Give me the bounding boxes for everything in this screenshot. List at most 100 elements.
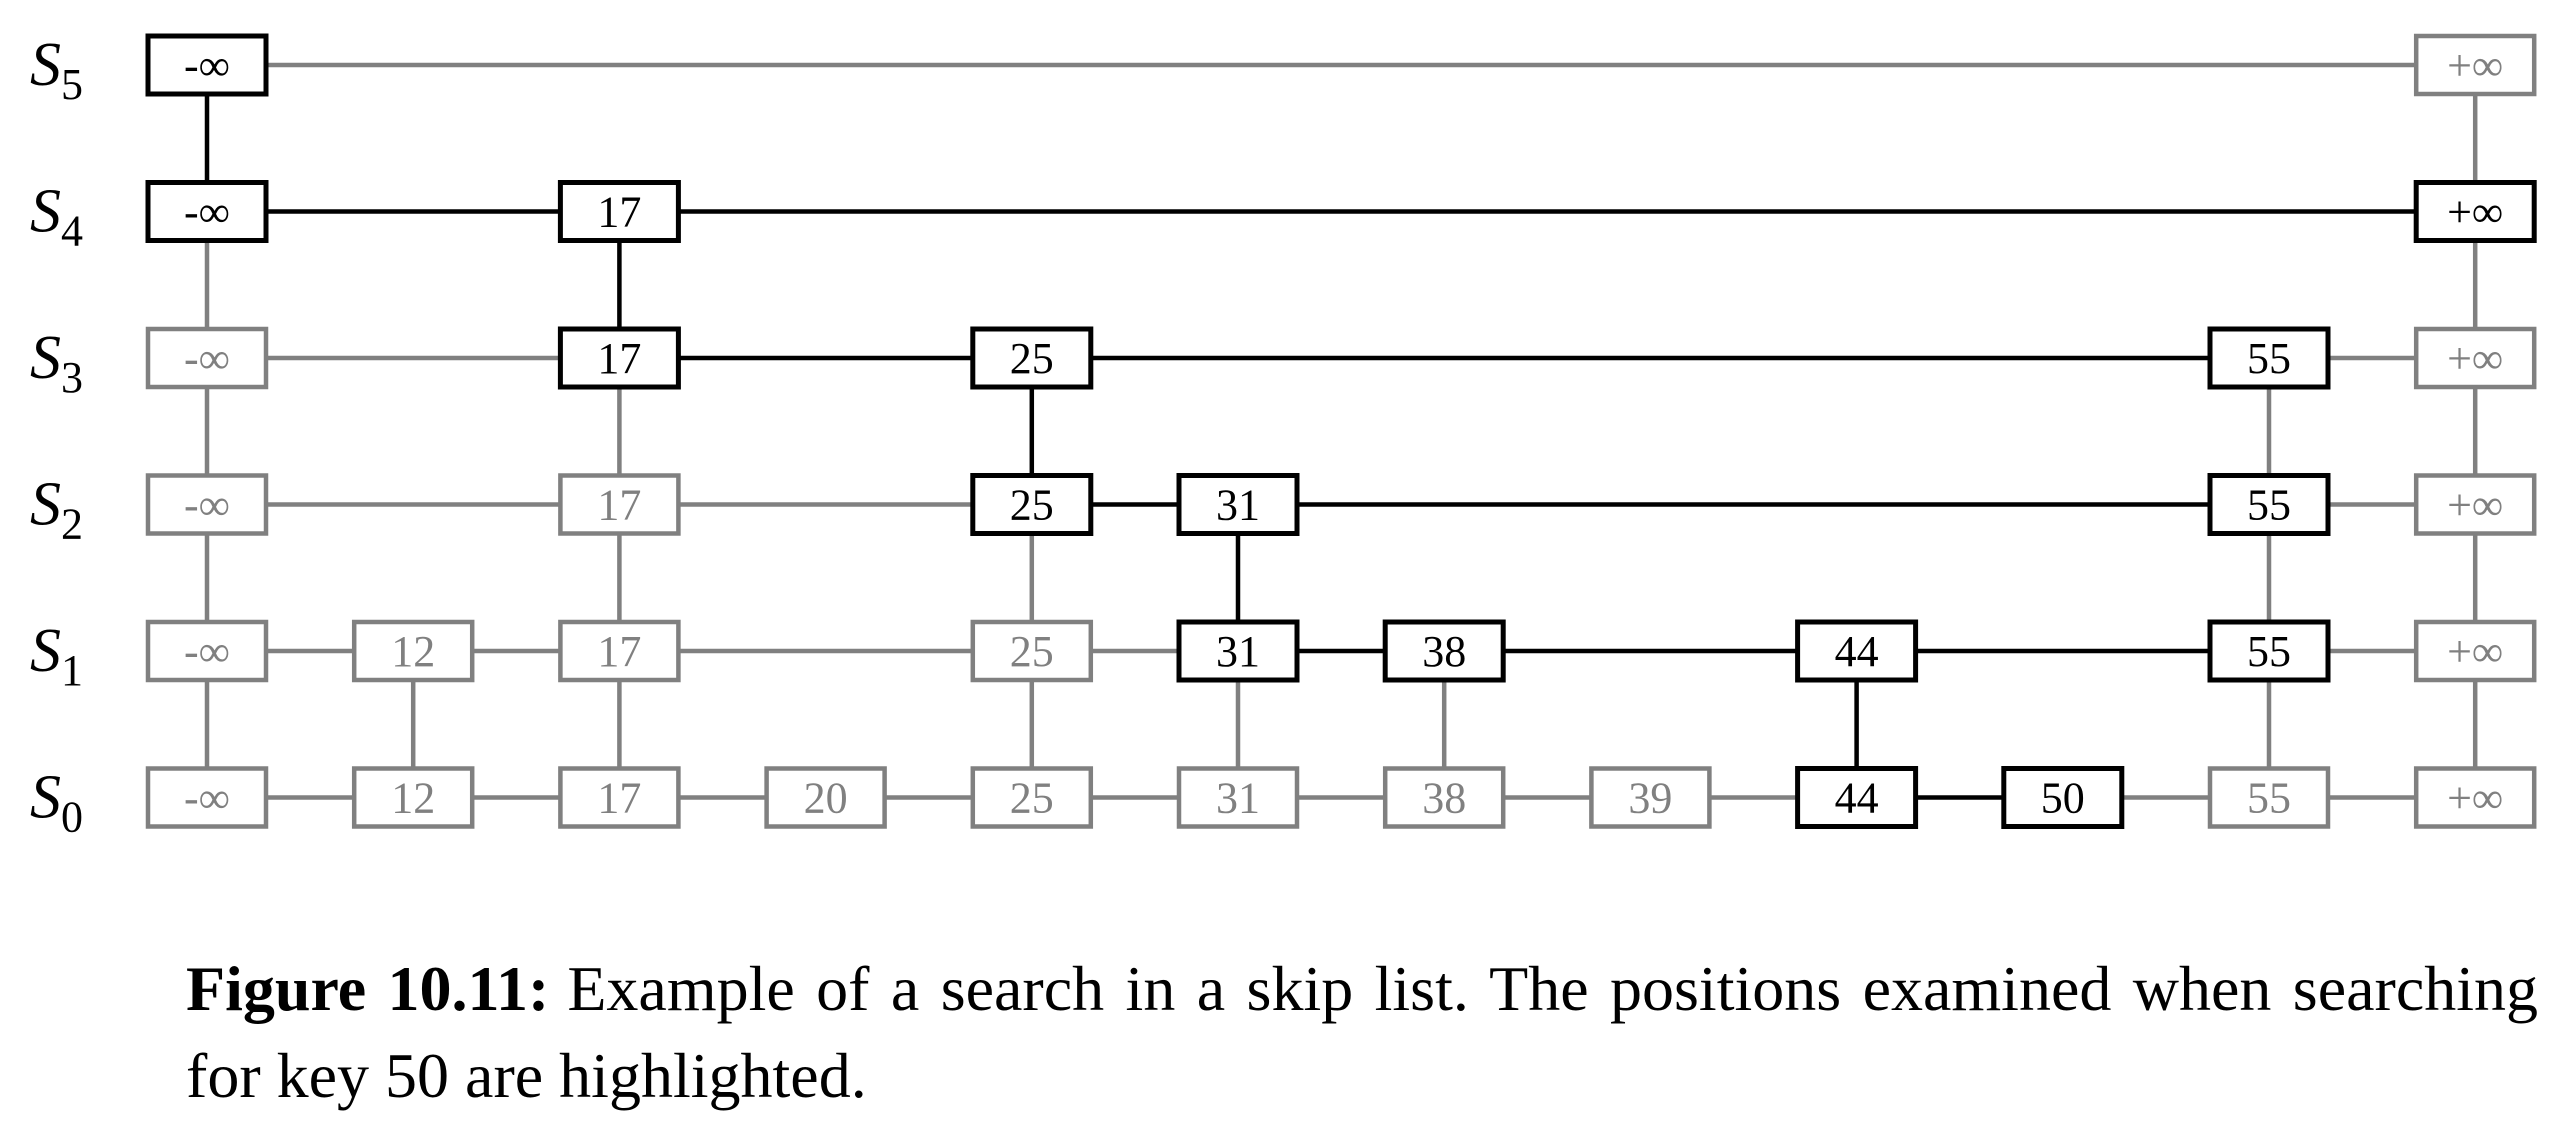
node-key: +∞ bbox=[2447, 774, 2503, 823]
node-box bbox=[2413, 619, 2537, 683]
node-box bbox=[764, 766, 887, 829]
node-key: 38 bbox=[1422, 627, 1466, 676]
node-s0-col1: 12 bbox=[351, 766, 475, 829]
node-s0-col2: 17 bbox=[558, 766, 681, 829]
node-key: 25 bbox=[1010, 481, 1054, 530]
node-s1-col2: 17 bbox=[558, 619, 681, 683]
node-key: 55 bbox=[2247, 774, 2291, 823]
level-label-s4: S4 bbox=[30, 178, 83, 256]
node-key: 12 bbox=[391, 774, 435, 823]
node-s4-col11-highlighted: +∞ bbox=[2413, 180, 2537, 243]
level-label-s0: S0 bbox=[30, 764, 83, 842]
figure-caption: Figure 10.11: Example of a search in a sk… bbox=[186, 945, 2538, 1119]
node-key: -∞ bbox=[184, 481, 230, 530]
node-s2-col2: 17 bbox=[558, 473, 681, 536]
level-label-subscript: 2 bbox=[61, 500, 83, 549]
node-s3-col11: +∞ bbox=[2413, 326, 2537, 390]
node-key: 17 bbox=[597, 774, 641, 823]
caption-text: Example of a search in a skip list. The … bbox=[186, 953, 2539, 1111]
node-box bbox=[558, 619, 681, 683]
node-box bbox=[145, 473, 269, 536]
node-s2-col5-highlighted: 31 bbox=[1176, 473, 1300, 536]
node-key: 12 bbox=[391, 627, 435, 676]
node-box bbox=[2207, 326, 2331, 390]
node-box bbox=[2413, 180, 2537, 243]
node-box bbox=[145, 180, 269, 243]
node-box bbox=[2413, 766, 2537, 829]
node-key: -∞ bbox=[184, 334, 230, 383]
node-box bbox=[2207, 766, 2331, 829]
level-label-subscript: 4 bbox=[61, 207, 83, 256]
node-key: -∞ bbox=[184, 188, 230, 237]
node-s0-col4: 25 bbox=[970, 766, 1094, 829]
level-labels: S5 S4 S3 S2 S1 S0 bbox=[30, 31, 83, 842]
caption-label: Figure 10.11: bbox=[186, 953, 550, 1024]
node-key: 20 bbox=[804, 774, 848, 823]
node-s1-col6-highlighted: 38 bbox=[1382, 619, 1506, 683]
node-key: 31 bbox=[1216, 481, 1260, 530]
level-label-subscript: 5 bbox=[61, 60, 83, 109]
node-s0-col8-highlighted: 44 bbox=[1795, 766, 1919, 829]
node-box bbox=[2413, 33, 2537, 97]
node-key: 17 bbox=[597, 334, 641, 383]
node-s0-col9-highlighted: 50 bbox=[2001, 766, 2125, 829]
node-key: 25 bbox=[1010, 334, 1054, 383]
node-s4-col0-highlighted: -∞ bbox=[145, 180, 269, 243]
node-box bbox=[1176, 766, 1300, 829]
node-s0-col5: 31 bbox=[1176, 766, 1300, 829]
node-box bbox=[557, 180, 681, 243]
node-key: 17 bbox=[597, 481, 641, 530]
node-key: 38 bbox=[1422, 774, 1466, 823]
node-box bbox=[970, 473, 1094, 536]
node-key: -∞ bbox=[184, 774, 230, 823]
node-s5-col11: +∞ bbox=[2413, 33, 2537, 97]
node-key: +∞ bbox=[2447, 188, 2503, 237]
node-s2-col10-highlighted: 55 bbox=[2207, 473, 2331, 536]
node-box bbox=[557, 326, 681, 390]
level-label-s1: S1 bbox=[30, 617, 83, 695]
node-key: 55 bbox=[2247, 627, 2291, 676]
node-box bbox=[145, 619, 269, 683]
level-label-subscript: 3 bbox=[61, 353, 83, 402]
node-box bbox=[2001, 766, 2125, 829]
node-s2-col0: -∞ bbox=[145, 473, 269, 536]
node-box bbox=[970, 326, 1094, 390]
node-key: -∞ bbox=[184, 41, 230, 90]
node-s1-col4: 25 bbox=[970, 619, 1094, 683]
node-key: 25 bbox=[1010, 774, 1054, 823]
node-s0-col11: +∞ bbox=[2413, 766, 2537, 829]
node-box bbox=[2207, 473, 2331, 536]
node-key: 55 bbox=[2247, 481, 2291, 530]
nodes-layer: -∞ +∞ -∞ 17 +∞ -∞ 17 25 55 +∞ -∞ 17 25 31 55 +∞ -∞ 12 17 25… bbox=[145, 33, 2537, 829]
node-s1-col10-highlighted: 55 bbox=[2207, 619, 2331, 683]
node-s0-col3: 20 bbox=[764, 766, 887, 829]
node-key: 25 bbox=[1010, 627, 1054, 676]
node-s1-col0: -∞ bbox=[145, 619, 269, 683]
node-key: 17 bbox=[597, 627, 641, 676]
node-key: +∞ bbox=[2447, 41, 2503, 90]
node-box bbox=[145, 326, 269, 390]
skip-list-diagram: -∞ +∞-∞ 17 +∞-∞ 17 25 55 +∞-∞ 17 25 31 55 +∞-∞ 12 17 25… bbox=[30, 31, 2537, 842]
node-key: 31 bbox=[1216, 774, 1260, 823]
node-key: -∞ bbox=[184, 627, 230, 676]
node-key: +∞ bbox=[2447, 627, 2503, 676]
node-box bbox=[558, 766, 681, 829]
node-key: 44 bbox=[1835, 627, 1879, 676]
node-box bbox=[970, 766, 1094, 829]
node-s0-col10: 55 bbox=[2207, 766, 2331, 829]
node-box bbox=[2207, 619, 2331, 683]
node-box bbox=[1176, 619, 1300, 683]
node-key: 31 bbox=[1216, 627, 1260, 676]
node-box bbox=[2413, 326, 2537, 390]
node-box bbox=[145, 33, 269, 97]
level-label-subscript: 0 bbox=[61, 793, 83, 842]
node-s1-col5-highlighted: 31 bbox=[1176, 619, 1300, 683]
node-key: 17 bbox=[597, 188, 641, 237]
node-key: 50 bbox=[2041, 774, 2085, 823]
node-key: +∞ bbox=[2447, 481, 2503, 530]
node-s3-col0: -∞ bbox=[145, 326, 269, 390]
node-box bbox=[145, 766, 269, 829]
node-box bbox=[1589, 766, 1712, 829]
node-s3-col4-highlighted: 25 bbox=[970, 326, 1094, 390]
node-s2-col11: +∞ bbox=[2413, 473, 2537, 536]
